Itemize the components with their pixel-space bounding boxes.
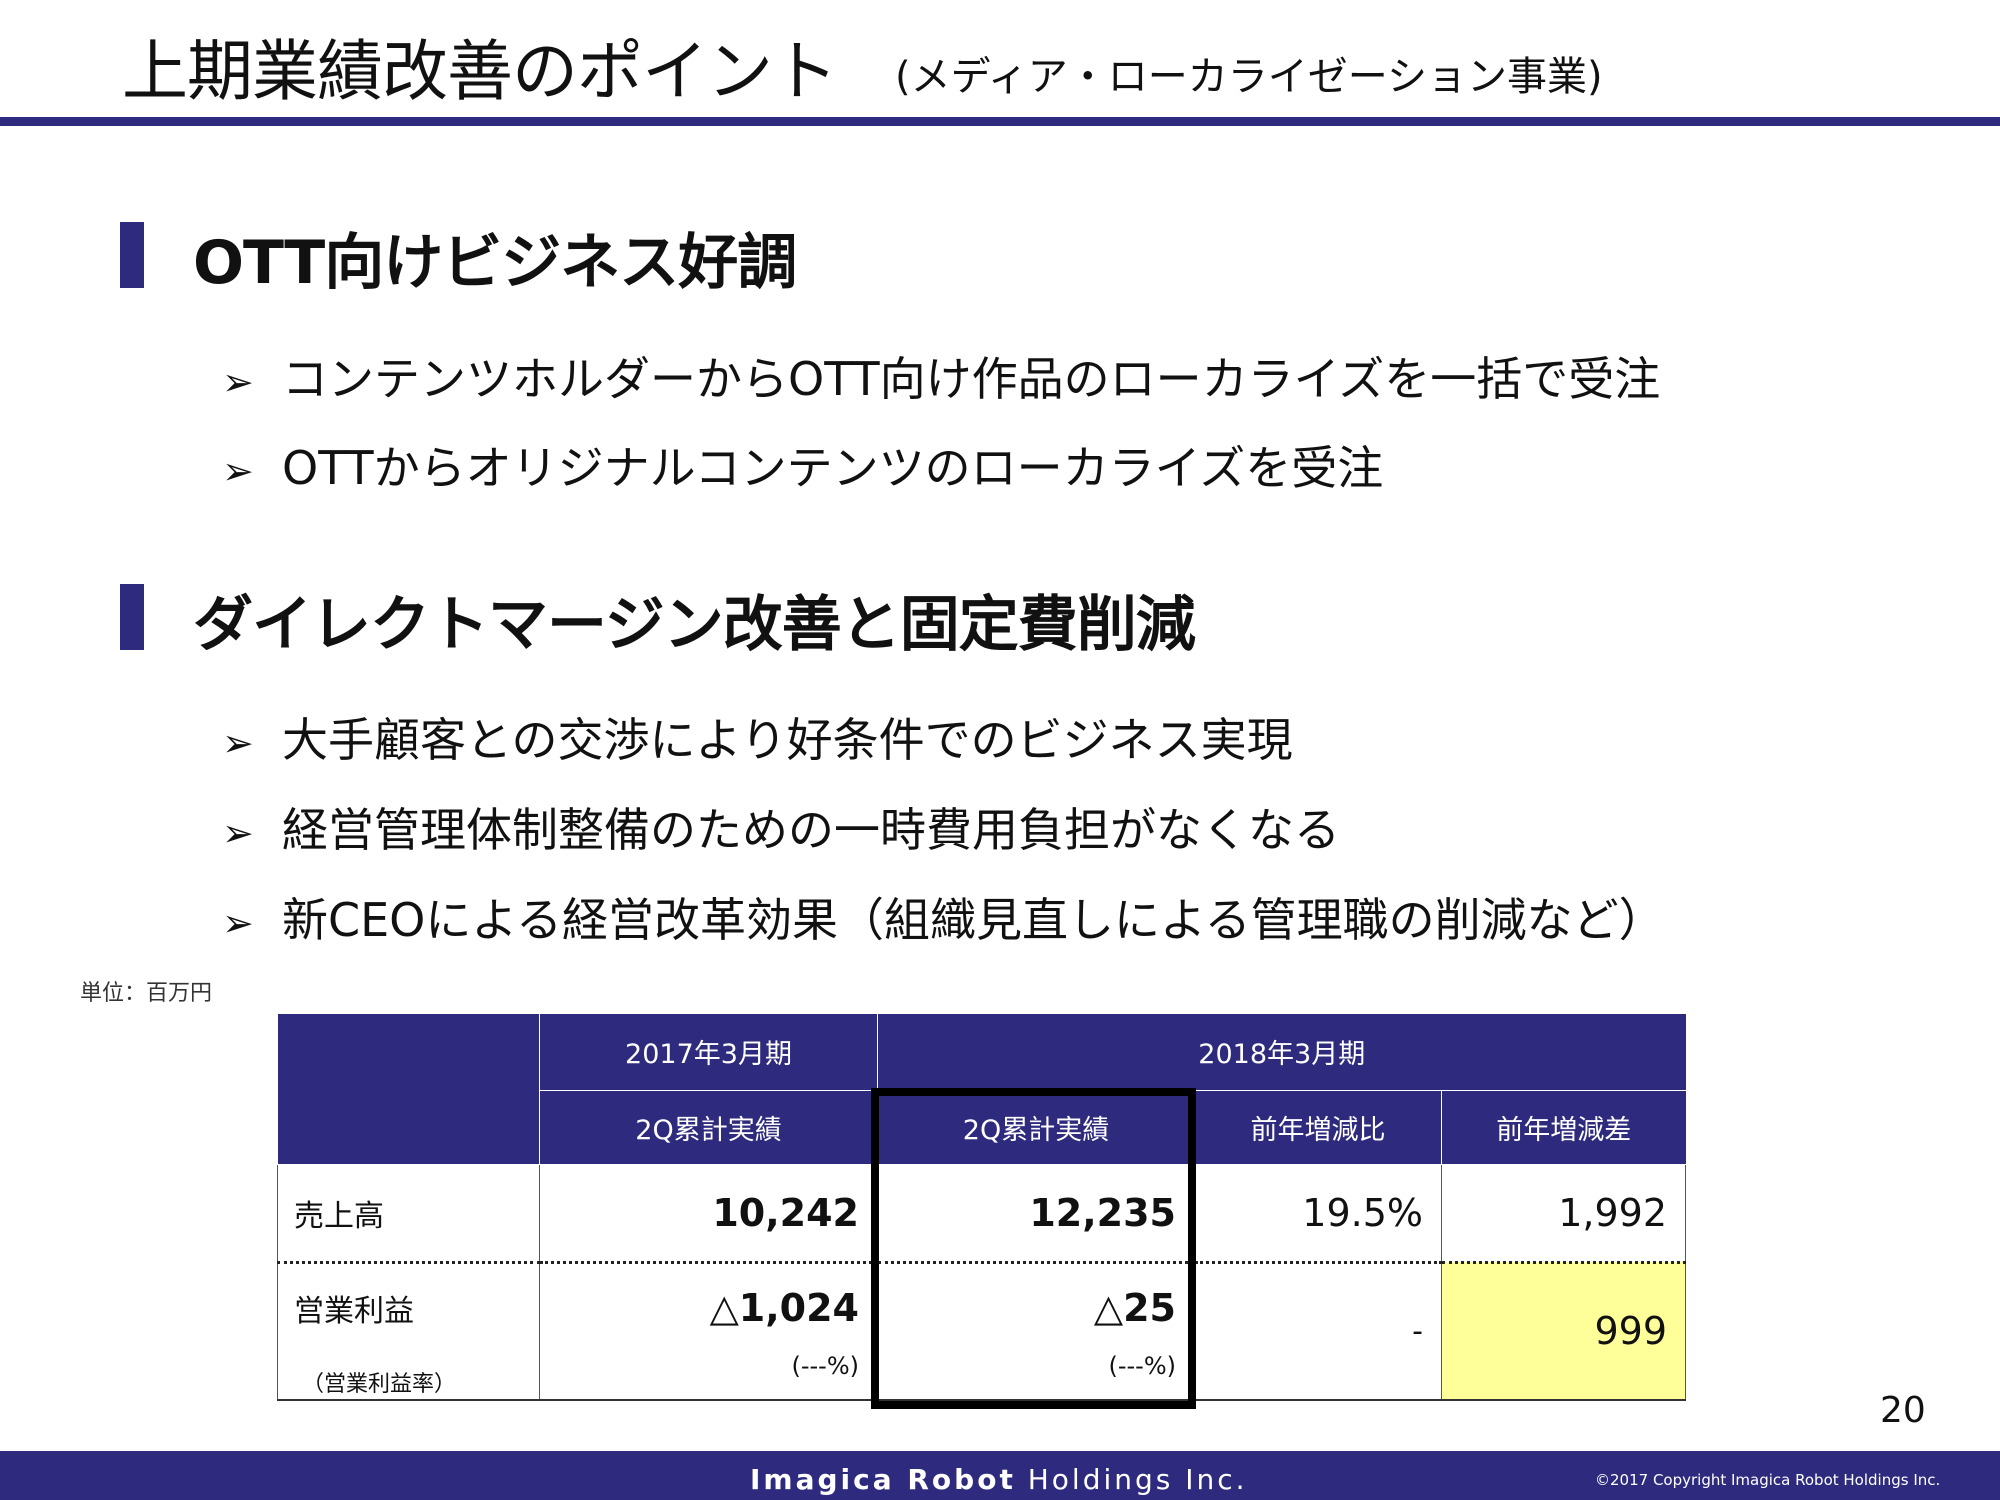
table-header-row: 2Q累計実績 2Q累計実績 前年増減比 前年増減差 xyxy=(278,1090,1686,1165)
table-cell-subvalue: (---%) xyxy=(791,1351,859,1380)
bullet-item: ➢ 新CEOによる経営改革効果（組織見直しによる管理職の削減など） xyxy=(222,884,1665,950)
table-header-cell: 前年増減差 xyxy=(1441,1090,1686,1165)
footer-brand-regular: Holdings Inc. xyxy=(1015,1463,1248,1496)
table-row: 営業利益 （営業利益率） △1,024 (---%) △25 (---%) - … xyxy=(277,1262,1686,1401)
bullet-item: ➢ 大手顧客との交渉により好条件でのビジネス実現 xyxy=(222,704,1293,770)
bullet-text: 経営管理体制整備のための一時費用負担がなくなる xyxy=(282,803,1340,857)
results-table: 2017年3月期 2018年3月期 2Q累計実績 2Q累計実績 前年増減比 前年… xyxy=(277,1014,1686,1401)
bullet-arrow-icon: ➢ xyxy=(222,360,254,404)
table-header-cell: 2Q累計実績 xyxy=(539,1090,878,1165)
bullet-item: ➢ コンテンツホルダーからOTT向け作品のローカライズを一括で受注 xyxy=(222,343,1660,409)
row-sublabel: （営業利益率） xyxy=(302,1371,457,1397)
section-heading-1: OTT向けビジネス好調 xyxy=(193,228,797,298)
bullet-text: OTTからオリジナルコンテンツのローカライズを受注 xyxy=(282,441,1384,495)
table-header-empty xyxy=(277,1014,540,1165)
table-cell-value: 999 xyxy=(1594,1309,1667,1354)
table-cell: 10,242 xyxy=(712,1190,859,1235)
table-row: 売上高 10,242 12,235 19.5% 1,992 xyxy=(277,1164,1686,1264)
page-number: 20 xyxy=(1880,1390,1926,1431)
section-marker-1 xyxy=(120,222,144,288)
table-cell-highlighted: 999 xyxy=(1441,1262,1686,1401)
table-cell-value: △25 xyxy=(1093,1285,1176,1330)
bullet-item: ➢ OTTからオリジナルコンテンツのローカライズを受注 xyxy=(222,432,1383,498)
table-header-row: 2017年3月期 2018年3月期 xyxy=(277,1014,1686,1165)
bullet-arrow-icon: ➢ xyxy=(222,449,254,493)
footer-brand: Imagica Robot Holdings Inc. xyxy=(750,1463,1248,1496)
bullet-text: コンテンツホルダーからOTT向け作品のローカライズを一括で受注 xyxy=(282,352,1661,406)
table-cell: 1,992 xyxy=(1558,1190,1667,1235)
page-subtitle: (メディア・ローカライゼーション事業) xyxy=(895,54,1603,100)
page-title: 上期業績改善のポイント xyxy=(122,33,838,110)
title-divider xyxy=(0,117,2000,126)
table-cell-value: △1,024 xyxy=(709,1285,859,1330)
table-header-cell: 前年増減比 xyxy=(1194,1090,1442,1165)
bullet-arrow-icon: ➢ xyxy=(222,811,254,855)
table-cell: 19.5% xyxy=(1302,1190,1423,1235)
table-cell: - xyxy=(1194,1262,1442,1401)
bullet-item: ➢ 経営管理体制整備のための一時費用負担がなくなる xyxy=(222,794,1340,860)
table-cell: 12,235 xyxy=(1029,1190,1176,1235)
footer-copyright: ©2017 Copyright Imagica Robot Holdings I… xyxy=(1595,1471,1941,1489)
row-label: 売上高 xyxy=(277,1164,540,1264)
table-cell-subvalue: (---%) xyxy=(1108,1351,1176,1380)
row-label: 営業利益 xyxy=(294,1293,414,1329)
table-cell-value: - xyxy=(1412,1313,1423,1349)
row-label-cell: 営業利益 （営業利益率） xyxy=(277,1262,540,1401)
bullet-arrow-icon: ➢ xyxy=(222,901,254,945)
highlight-box xyxy=(871,1088,1196,1409)
unit-note: 単位：百万円 xyxy=(80,981,213,1006)
bullet-arrow-icon: ➢ xyxy=(222,721,254,765)
bullet-text: 新CEOによる経営改革効果（組織見直しによる管理職の削減など） xyxy=(282,893,1665,947)
table-header-period: 2017年3月期 xyxy=(539,1014,878,1091)
footer-bar xyxy=(0,1451,2000,1500)
table-cell: △25 (---%) xyxy=(877,1262,1195,1401)
table-header-period: 2018年3月期 xyxy=(877,1014,1686,1091)
bullet-text: 大手顧客との交渉により好条件でのビジネス実現 xyxy=(282,713,1293,767)
footer-brand-bold: Imagica Robot xyxy=(750,1463,1016,1496)
section-marker-2 xyxy=(120,584,144,650)
section-heading-2: ダイレクトマージン改善と固定費削減 xyxy=(193,590,1196,660)
table-cell: △1,024 (---%) xyxy=(539,1262,878,1401)
